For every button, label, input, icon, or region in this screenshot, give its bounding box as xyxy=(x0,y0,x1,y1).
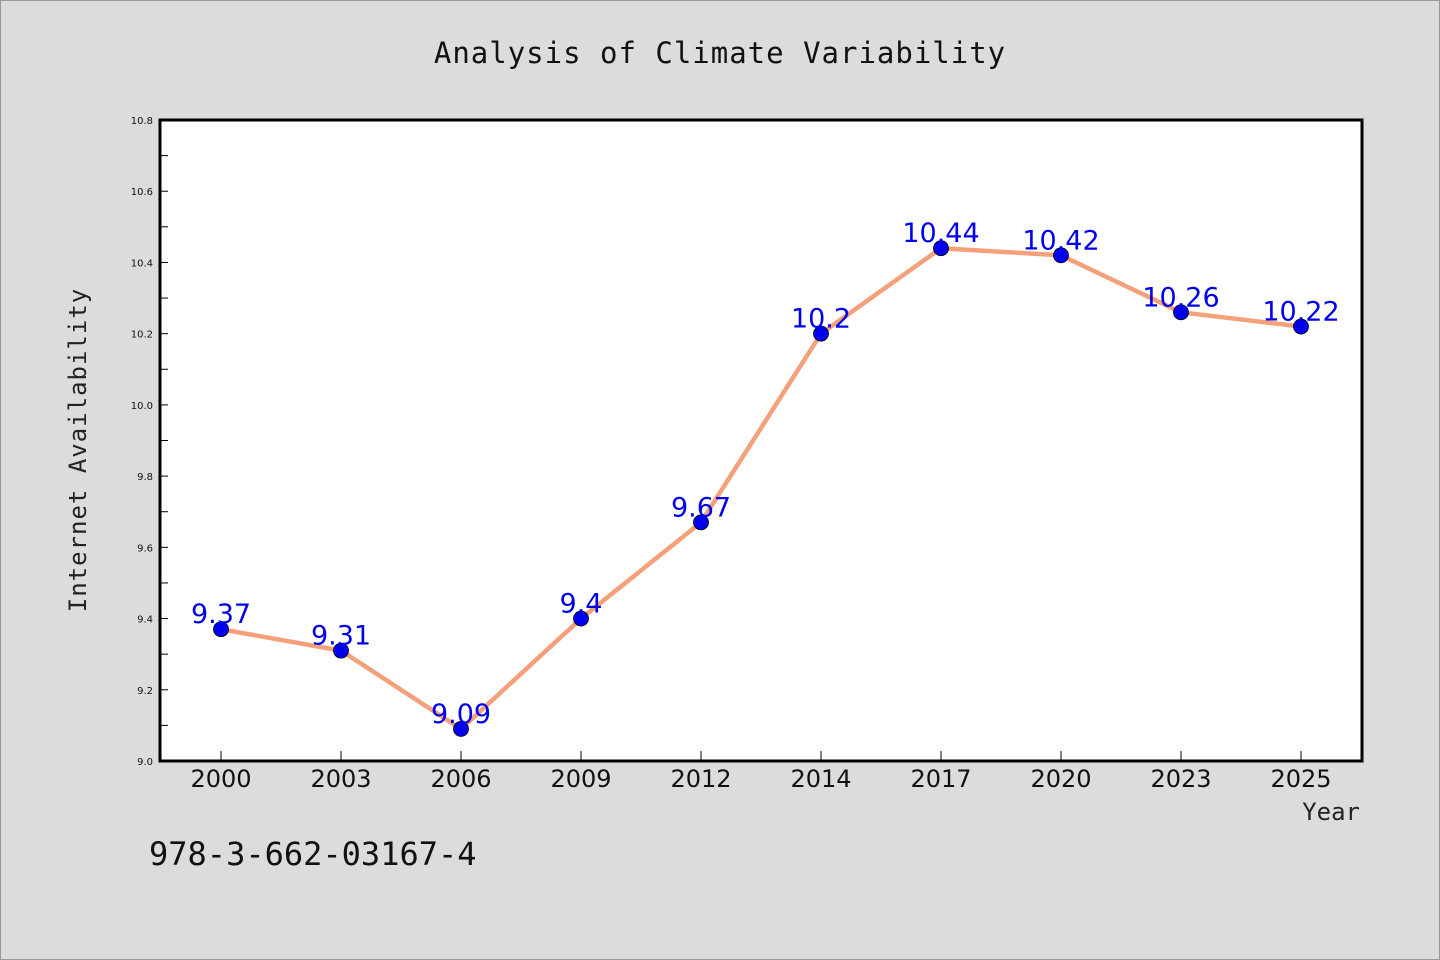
chart-title: Analysis of Climate Variability xyxy=(434,36,1006,70)
x-tick-label: 2023 xyxy=(1150,765,1211,793)
x-tick-label: 2012 xyxy=(670,765,731,793)
x-tick-label: 2009 xyxy=(550,765,611,793)
y-tick-label: 10.2 xyxy=(131,330,153,341)
data-label: 10.42 xyxy=(1022,225,1099,256)
data-label-layer: 9.37 9.31 9.09 9.4 9.67 10.2 10.44 10.42 10.26 10… xyxy=(191,218,1340,730)
y-axis-label: Internet Availability xyxy=(64,288,92,612)
x-tick-label: 2020 xyxy=(1030,765,1091,793)
data-point xyxy=(813,325,829,342)
y-tick-label: 10.6 xyxy=(131,187,153,198)
isbn-annotation: 978-3-662-03167-4 xyxy=(149,835,477,873)
data-point xyxy=(1293,318,1309,335)
data-point xyxy=(333,642,349,659)
y-tick-label: 9.4 xyxy=(137,615,153,626)
data-label: 9.4 xyxy=(560,589,603,620)
x-tick-label: 2017 xyxy=(910,765,971,793)
series-layer xyxy=(213,240,1309,737)
y-tick-label: 10.8 xyxy=(131,116,153,127)
x-axis: 2000 2003 2006 2009 2012 2014 2017 2020 2023 2025 xyxy=(190,751,1332,793)
y-tick-label: 9.2 xyxy=(137,686,153,697)
data-label: 10.22 xyxy=(1262,297,1339,328)
data-point xyxy=(213,621,229,638)
y-tick-label: 9.0 xyxy=(137,757,153,768)
data-point xyxy=(933,240,949,257)
data-label: 10.26 xyxy=(1142,282,1219,313)
data-point xyxy=(1173,304,1189,321)
y-tick-label: 10.0 xyxy=(131,401,153,412)
y-tick-label: 9.6 xyxy=(137,543,153,554)
y-tick-label: 9.8 xyxy=(137,472,153,483)
x-tick-label: 2014 xyxy=(790,765,851,793)
data-label: 9.37 xyxy=(191,599,251,630)
data-label: 10.2 xyxy=(791,304,851,335)
data-label: 9.09 xyxy=(431,699,491,730)
x-axis-label: Year xyxy=(1302,798,1360,826)
x-tick-label: 2025 xyxy=(1270,765,1331,793)
data-point xyxy=(453,721,469,737)
x-tick-label: 2000 xyxy=(190,765,251,793)
data-point xyxy=(693,514,709,531)
data-label: 9.67 xyxy=(671,492,731,523)
plot-area xyxy=(158,118,1364,763)
data-label: 10.44 xyxy=(902,218,979,249)
x-tick-label: 2006 xyxy=(430,765,491,793)
data-point xyxy=(573,610,589,627)
series-line xyxy=(218,245,1304,732)
y-axis: 9.0 9.2 9.4 9.6 9.8 10.0 10.2 10.4 10.6 10.8 xyxy=(131,116,168,768)
y-tick-label: 10.4 xyxy=(131,258,153,269)
x-tick-label: 2003 xyxy=(310,765,371,793)
data-label: 9.31 xyxy=(311,621,371,652)
data-point xyxy=(1053,247,1069,264)
